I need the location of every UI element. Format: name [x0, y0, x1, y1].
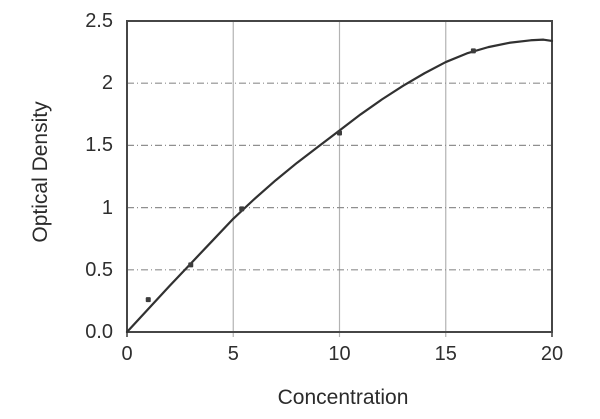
x-tick-label: 5 [227, 343, 239, 365]
x-tick-label: 15 [434, 343, 457, 365]
y-tick-label: 1.5 [85, 134, 113, 157]
data-point-marker [188, 262, 194, 268]
data-point-marker [239, 206, 245, 212]
y-tick-label: 0.0 [85, 321, 113, 343]
x-axis-title: Concentration [277, 386, 409, 409]
y-tick-label: 0.5 [85, 258, 113, 281]
x-tick-label: 0 [121, 343, 133, 365]
x-tick-label: 20 [540, 343, 564, 365]
data-point-marker [145, 297, 151, 303]
data-point-marker [470, 48, 476, 54]
x-tick-label: 10 [328, 343, 351, 365]
y-tick-label: 1 [101, 196, 113, 219]
y-axis-title: Optical Density [29, 101, 52, 243]
data-point-marker [337, 130, 342, 136]
fit-curve-line [125, 38, 554, 334]
y-tick-label: 2.5 [85, 10, 113, 32]
plot-border [126, 20, 553, 333]
y-tick-label: 2 [101, 72, 113, 95]
